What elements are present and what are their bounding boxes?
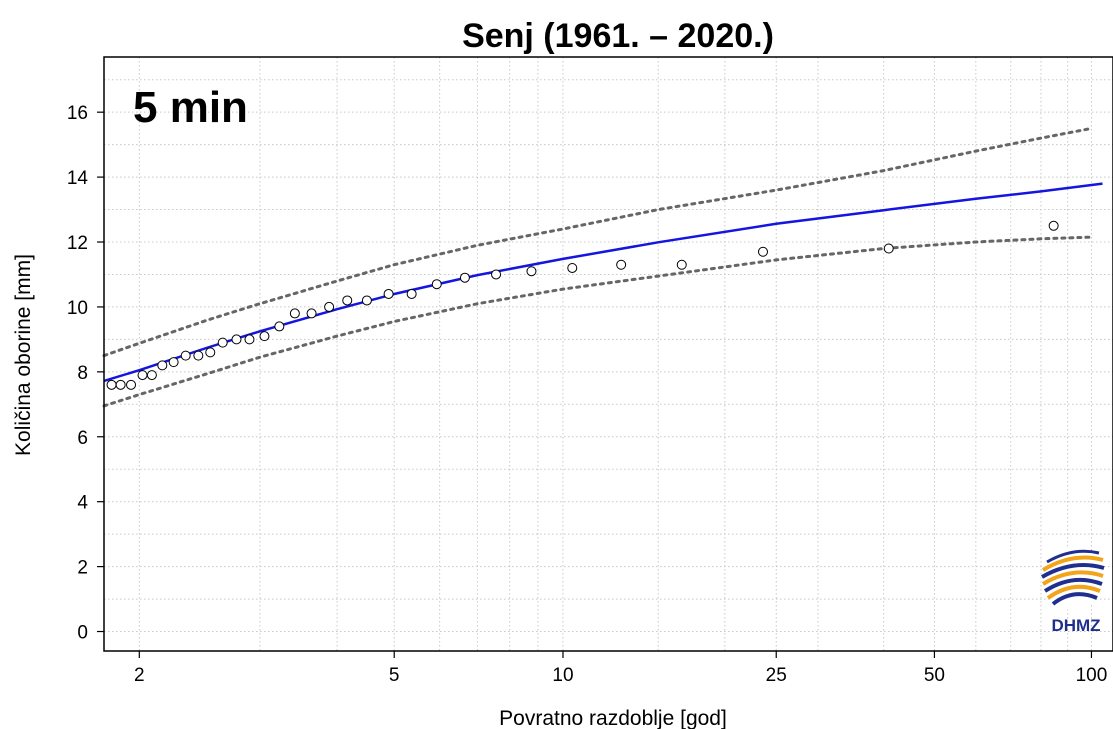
- data-point: [1048, 220, 1059, 231]
- data-point: [324, 301, 335, 312]
- grid: [104, 57, 1113, 651]
- data-point: [491, 269, 502, 280]
- data-point: [205, 347, 216, 358]
- data-point: [306, 308, 317, 319]
- data-point: [115, 379, 126, 390]
- y-tick-label: 6: [77, 428, 88, 449]
- data-point: [676, 259, 687, 270]
- logo-globe-icon: [1040, 546, 1105, 610]
- data-point: [342, 295, 353, 306]
- data-point: [157, 360, 168, 371]
- data-point: [106, 379, 117, 390]
- x-tick-label: 25: [766, 665, 787, 686]
- data-point: [459, 272, 470, 283]
- data-point: [244, 334, 255, 345]
- data-point: [406, 288, 417, 299]
- data-point: [361, 295, 372, 306]
- x-axis-label: Povratno razdoblje [god]: [499, 707, 727, 729]
- data-point: [567, 262, 578, 273]
- data-point: [259, 331, 270, 342]
- y-tick-label: 4: [77, 493, 88, 514]
- y-tick-label: 14: [67, 168, 89, 189]
- data-point: [180, 350, 191, 361]
- confidence-upper-line: [102, 126, 1093, 358]
- y-axis-label: Količina oborine [mm]: [12, 254, 35, 456]
- duration-label: 5 min: [133, 83, 248, 132]
- data-point: [274, 321, 285, 332]
- logo-text: DHMZ: [1051, 616, 1100, 635]
- data-point: [883, 243, 894, 254]
- data-point: [757, 246, 768, 257]
- series-layer: [102, 126, 1103, 408]
- dhmz-logo: DHMZ: [1040, 546, 1105, 635]
- data-point: [146, 370, 157, 381]
- y-tick-label: 12: [67, 233, 88, 254]
- fit-line: [103, 182, 1103, 383]
- data-point: [526, 266, 537, 277]
- data-point: [616, 259, 627, 270]
- plot-frame: [103, 56, 1113, 652]
- data-point: [431, 279, 442, 290]
- data-point: [383, 288, 394, 299]
- y-tick-label: 0: [77, 623, 88, 644]
- data-point: [168, 357, 179, 368]
- data-point: [289, 308, 300, 319]
- y-tick-label: 10: [67, 298, 88, 319]
- x-tick-label: 50: [924, 665, 945, 686]
- chart-title: Senj (1961. – 2020.): [462, 17, 774, 55]
- x-tick-label: 2: [134, 665, 145, 686]
- x-tick-label: 100: [1076, 665, 1108, 686]
- data-point: [126, 379, 137, 390]
- data-point: [193, 350, 204, 361]
- data-point: [137, 370, 148, 381]
- data-point: [217, 337, 228, 348]
- y-tick-label: 2: [77, 558, 88, 579]
- x-tick-label: 10: [552, 665, 573, 686]
- y-tick-label: 8: [77, 363, 88, 384]
- data-point: [231, 334, 242, 345]
- confidence-lower-line: [102, 235, 1093, 408]
- x-tick-label: 5: [389, 665, 400, 686]
- y-tick-label: 16: [67, 103, 88, 124]
